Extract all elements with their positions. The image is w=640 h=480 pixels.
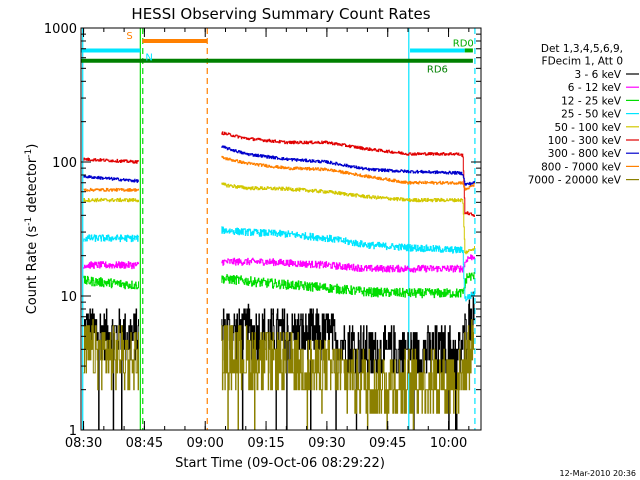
flag-label: N <box>145 52 152 63</box>
x-tick-label: 09:15 <box>247 436 284 451</box>
y-axis-label-main: Count Rate (s <box>25 226 40 315</box>
x-tick-label: 09:30 <box>308 436 345 451</box>
footer-date: 12-Mar-2010 20:36 <box>560 469 637 478</box>
series-line <box>221 145 475 186</box>
series-line <box>221 319 475 430</box>
y-tick-label: 10 <box>60 290 77 305</box>
legend-entry-label: 12 - 25 keV <box>561 95 622 107</box>
legend-entry-label: 25 - 50 keV <box>561 109 622 121</box>
x-axis-label: Start Time (09-Oct-06 08:29:22) <box>175 456 385 471</box>
x-tick-label: 09:00 <box>186 436 223 451</box>
legend-header: Det 1,3,4,5,6,9, <box>541 43 623 55</box>
legend-entry-label: 800 - 7000 keV <box>541 161 622 173</box>
legend-entry-label: 6 - 12 keV <box>568 82 622 94</box>
series-lines <box>83 131 475 430</box>
y-axis-label: Count Rate (s-1 detector-1) <box>24 144 40 315</box>
legend: Det 1,3,4,5,6,9,FDecim 1, Att 03 - 6 keV… <box>528 43 639 187</box>
y-tick-label: 100 <box>52 156 77 171</box>
legend-entry-label: 7000 - 20000 keV <box>528 175 622 187</box>
legend-entry-label: 50 - 100 keV <box>554 122 621 134</box>
series-line <box>83 187 139 192</box>
y-axis: 1 10 100 1000 <box>44 22 481 439</box>
x-tick-label: 08:30 <box>65 436 102 451</box>
x-tick-label: 08:45 <box>126 436 163 451</box>
observing-flags: S N RD0 RD6 <box>81 31 474 76</box>
y-axis-label-sup2: -1 <box>24 149 34 158</box>
y-tick-label: 1000 <box>44 22 77 37</box>
flag-label: RD6 <box>427 65 448 76</box>
y-axis-label-end: ) <box>25 144 40 149</box>
y-axis-label-mid: detector <box>25 157 40 217</box>
series-line <box>83 197 139 203</box>
y-axis-label-sup1: -1 <box>24 217 34 226</box>
series-line <box>221 272 475 299</box>
legend-entry-label: 300 - 800 keV <box>548 148 622 160</box>
series-line <box>83 319 139 391</box>
observation-markers <box>82 28 476 430</box>
flag-label: RD0 <box>453 38 474 49</box>
series-line <box>83 234 139 243</box>
series-line <box>221 254 475 273</box>
legend-entry-label: 3 - 6 keV <box>574 69 621 81</box>
series-line <box>221 226 475 302</box>
y-tick-label: 1 <box>69 424 77 439</box>
series-line <box>83 174 139 183</box>
series-line <box>221 182 475 255</box>
series-line <box>221 155 475 191</box>
legend-header: FDecim 1, Att 0 <box>542 56 623 68</box>
x-axis: 08:30 08:45 09:00 09:15 09:30 09:45 10:00 <box>65 28 470 451</box>
x-tick-label: 10:00 <box>430 436 467 451</box>
series-line <box>221 131 475 217</box>
x-tick-label: 09:45 <box>369 436 406 451</box>
legend-entry-label: 100 - 300 keV <box>548 135 622 147</box>
plot-frame <box>80 27 482 431</box>
series-line <box>83 157 139 164</box>
series-line <box>83 261 139 270</box>
series-line <box>83 275 139 290</box>
chart-title: HESSI Observing Summary Count Rates <box>131 5 430 23</box>
flag-label: S <box>126 31 132 42</box>
